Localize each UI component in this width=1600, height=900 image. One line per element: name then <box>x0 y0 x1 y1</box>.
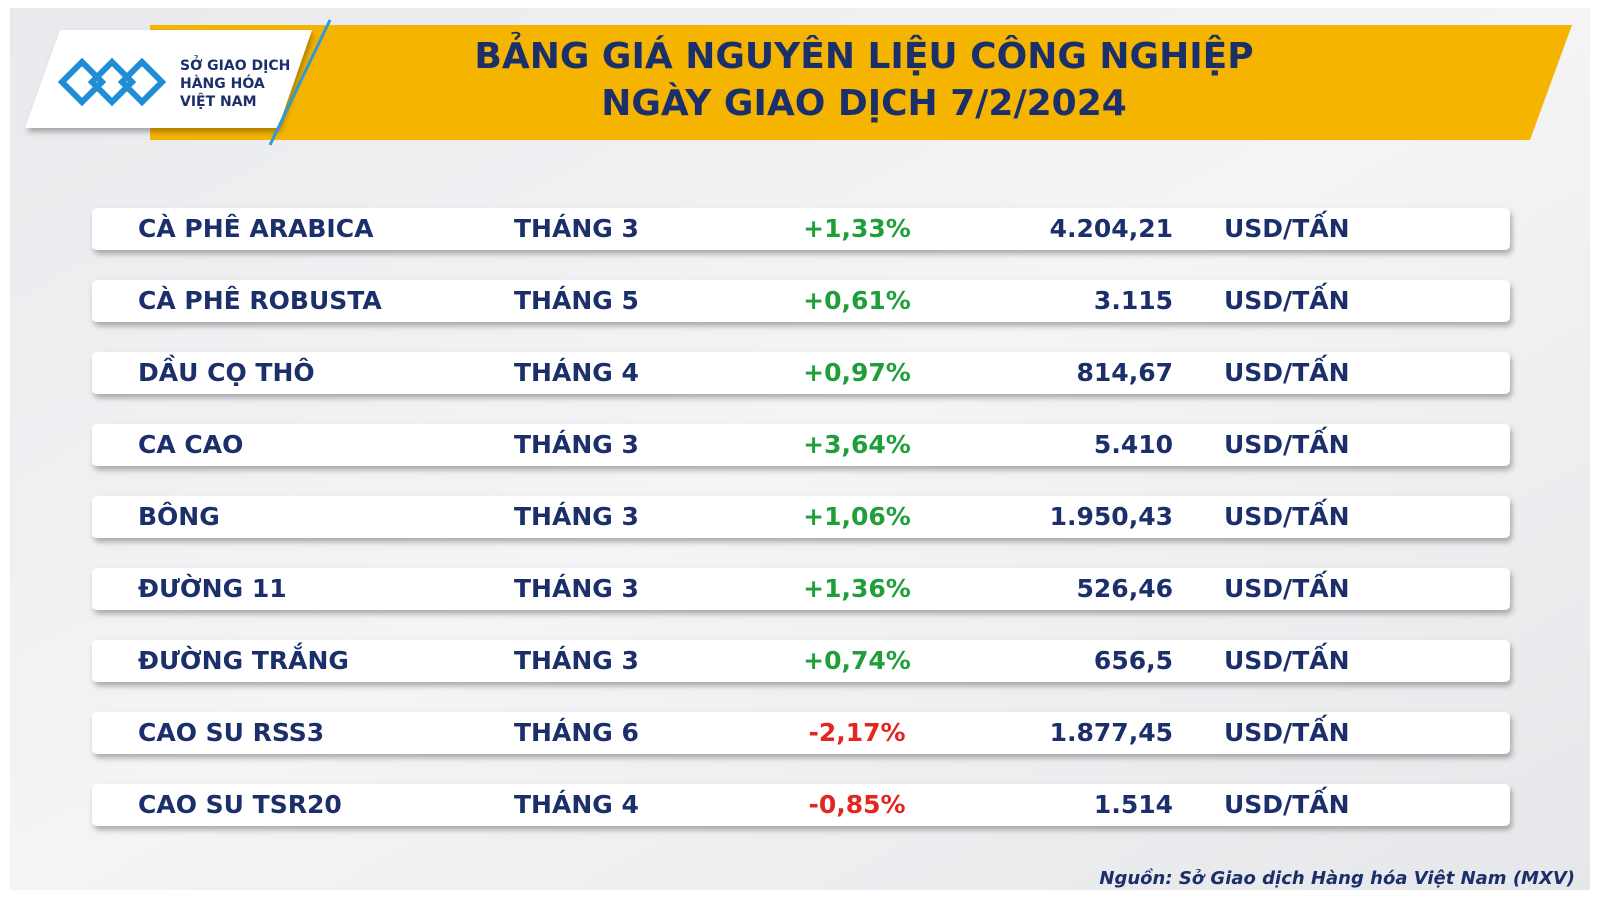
price: 3.115 <box>1094 286 1173 315</box>
commodity: CAO SU TSR20 <box>138 790 342 819</box>
change: +1,36% <box>803 574 911 603</box>
unit: USD/TẤN <box>1224 570 1350 603</box>
table-row <box>92 208 1510 250</box>
contract-month: THÁNG 4 <box>514 790 639 819</box>
price: 4.204,21 <box>1050 214 1173 243</box>
price: 814,67 <box>1077 358 1173 387</box>
change: +3,64% <box>803 430 911 459</box>
unit: USD/TẤN <box>1224 786 1350 819</box>
commodity: CÀ PHÊ ROBUSTA <box>138 286 382 315</box>
contract-month: THÁNG 3 <box>514 214 639 243</box>
title: BẢNG GIÁ NGUYÊN LIỆU CÔNG NGHIỆP <box>474 31 1253 77</box>
change: +0,74% <box>803 646 911 675</box>
price: 1.950,43 <box>1050 502 1173 531</box>
price: 526,46 <box>1077 574 1173 603</box>
change: +1,33% <box>803 214 911 243</box>
logo-text: SỞ GIAO DỊCH <box>180 55 290 74</box>
logo-panel <box>25 30 312 128</box>
table-row <box>92 712 1510 754</box>
logo-icon <box>57 57 167 107</box>
logo-accent <box>268 19 332 146</box>
price: 5.410 <box>1094 430 1173 459</box>
change: +1,06% <box>803 502 911 531</box>
price: 656,5 <box>1094 646 1173 675</box>
table-row <box>92 352 1510 394</box>
commodity: CAO SU RSS3 <box>138 718 324 747</box>
contract-month: THÁNG 3 <box>514 430 639 459</box>
change: +0,97% <box>803 358 911 387</box>
price: 1.877,45 <box>1050 718 1173 747</box>
unit: USD/TẤN <box>1224 282 1350 315</box>
unit: USD/TẤN <box>1224 498 1350 531</box>
unit: USD/TẤN <box>1224 426 1350 459</box>
commodity: ĐƯỜNG 11 <box>138 573 287 603</box>
table-row <box>92 496 1510 538</box>
table-row <box>92 568 1510 610</box>
contract-month: THÁNG 5 <box>514 286 639 315</box>
table-row <box>92 424 1510 466</box>
source: Nguồn: Sở Giao dịch Hàng hóa Việt Nam (M… <box>1099 868 1575 889</box>
title-banner <box>150 25 1572 140</box>
contract-month: THÁNG 4 <box>514 358 639 387</box>
commodity: DẦU CỌ THÔ <box>138 354 315 387</box>
table-row <box>92 280 1510 322</box>
table: CÀ PHÊ ARABICA THÁNG 3 +1,33% 4.204,21 USD/T… <box>92 208 1510 826</box>
table-row <box>92 784 1510 826</box>
logo-text: VIỆT NAM <box>180 92 257 110</box>
contract-month: THÁNG 3 <box>514 646 639 675</box>
change: -0,85% <box>808 790 905 819</box>
unit: USD/TẤN <box>1224 354 1350 387</box>
table-row <box>92 640 1510 682</box>
change: +0,61% <box>803 286 911 315</box>
logo-text: HÀNG HÓA <box>180 74 265 92</box>
unit: USD/TẤN <box>1224 714 1350 747</box>
title: NGÀY GIAO DỊCH 7/2/2024 <box>601 82 1127 124</box>
contract-month: THÁNG 6 <box>514 718 639 747</box>
contract-month: THÁNG 3 <box>514 574 639 603</box>
commodity: ĐƯỜNG TRẮNG <box>138 642 349 675</box>
change: -2,17% <box>808 718 905 747</box>
commodity: BÔNG <box>138 501 220 531</box>
price: 1.514 <box>1094 790 1173 819</box>
commodity: CA CAO <box>138 430 243 459</box>
commodity: CÀ PHÊ ARABICA <box>138 214 374 243</box>
unit: USD/TẤN <box>1224 210 1350 243</box>
unit: USD/TẤN <box>1224 642 1350 675</box>
contract-month: THÁNG 3 <box>514 502 639 531</box>
